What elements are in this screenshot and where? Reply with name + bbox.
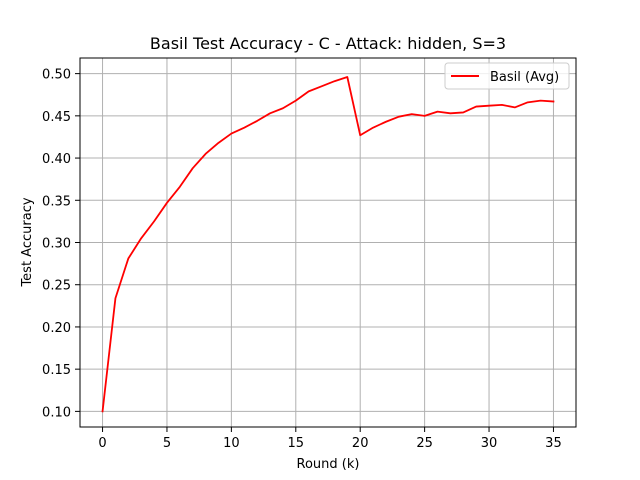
series-line-basil-avg bbox=[101, 76, 555, 413]
y-tick-label: 0.40 bbox=[42, 152, 71, 167]
y-tick-label: 0.45 bbox=[42, 110, 71, 125]
y-tick-label: 0.35 bbox=[42, 194, 71, 209]
x-tick-label: 5 bbox=[163, 436, 171, 451]
x-tick-label: 20 bbox=[352, 436, 369, 451]
x-tick-label: 35 bbox=[545, 436, 562, 451]
grid bbox=[80, 58, 576, 427]
y-axis-label: Test Accuracy bbox=[20, 197, 35, 287]
legend-label: Basil (Avg) bbox=[490, 70, 559, 85]
series-layer bbox=[101, 76, 555, 413]
x-tick-label: 0 bbox=[98, 436, 106, 451]
x-tick-label: 30 bbox=[481, 436, 498, 451]
y-tick-label: 0.25 bbox=[42, 279, 71, 294]
x-tick-label: 25 bbox=[416, 436, 433, 451]
x-axis-label: Round (k) bbox=[297, 457, 360, 472]
y-tick-label: 0.20 bbox=[42, 321, 71, 336]
x-tick-label: 10 bbox=[223, 436, 240, 451]
y-tick-label: 0.15 bbox=[42, 363, 71, 378]
y-tick-label: 0.10 bbox=[42, 405, 71, 420]
y-tick-label: 0.50 bbox=[42, 68, 71, 83]
y-tick-label: 0.30 bbox=[42, 237, 71, 252]
chart-title: Basil Test Accuracy - C - Attack: hidden… bbox=[150, 34, 506, 53]
legend: Basil (Avg) bbox=[444, 62, 570, 90]
legend-box bbox=[444, 62, 570, 90]
x-tick-label: 15 bbox=[288, 436, 305, 451]
axis-ticks: 0 5 10 15 20 25 30 35 0.10 0.15 0.20 0.25 0.30 0.35 0.… bbox=[42, 68, 562, 451]
